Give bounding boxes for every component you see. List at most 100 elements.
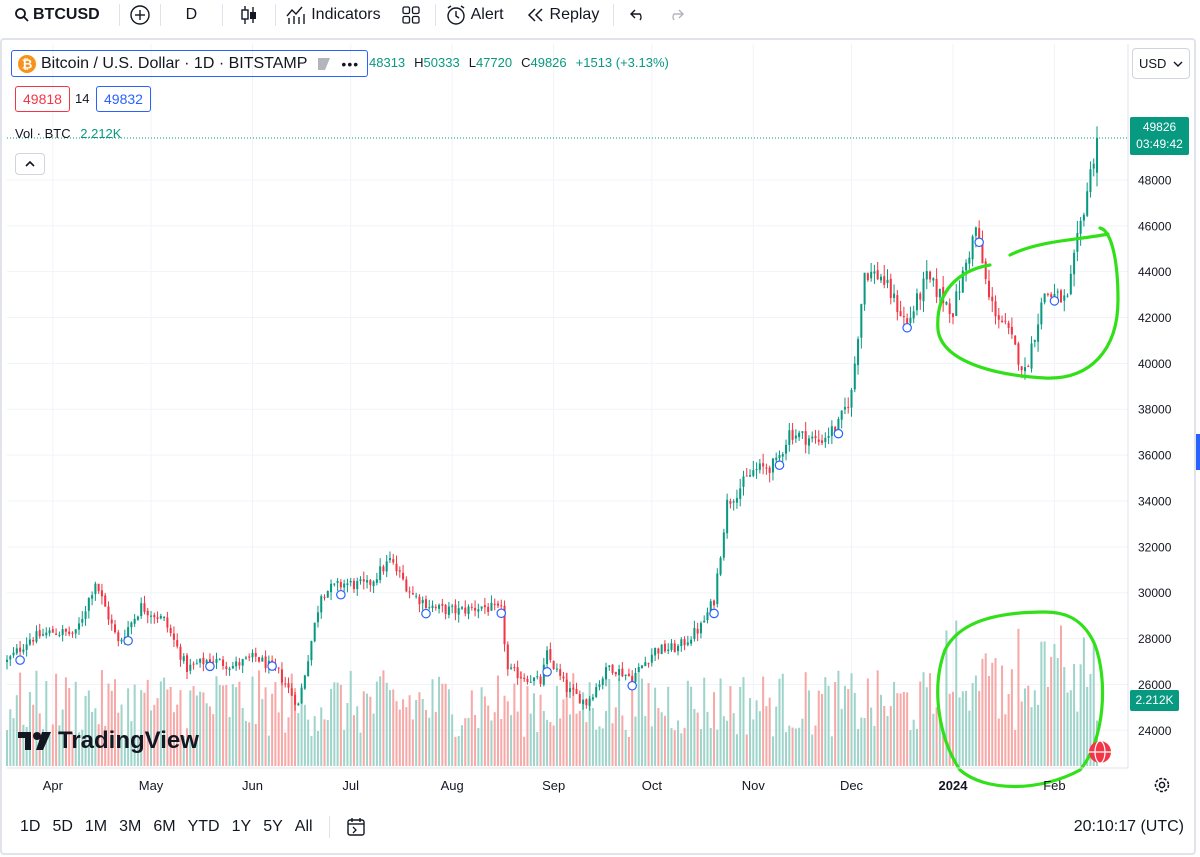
volume-bar (408, 695, 411, 766)
volume-bar (595, 729, 598, 766)
candle-body (372, 581, 375, 587)
volume-bar (307, 719, 310, 766)
alert-button[interactable]: Alert (445, 0, 504, 30)
bid-price-chip[interactable]: 49818 (15, 86, 70, 112)
candle-body (392, 559, 395, 563)
bitcoin-logo-icon: ₿ (18, 54, 36, 73)
range-button-6m[interactable]: 6M (153, 818, 176, 835)
volume-bar (755, 700, 758, 766)
candle-body (35, 631, 38, 642)
volume-bar (218, 684, 221, 766)
volume-bar (860, 717, 863, 766)
scroll-handle[interactable] (1196, 434, 1200, 470)
price-axis-label: 30000 (1138, 586, 1172, 600)
candle-body (457, 608, 460, 615)
candle-body (516, 667, 519, 679)
candle-body (74, 629, 77, 634)
redo-button[interactable] (667, 0, 685, 30)
candle-body (562, 676, 565, 679)
candle-body (496, 603, 500, 606)
volume-bar (781, 673, 784, 766)
symbol-legend[interactable]: ₿ Bitcoin / U.S. Dollar · 1D · BITSTAMP … (11, 50, 368, 77)
indicators-button[interactable]: Indicators (285, 0, 381, 30)
layout-button[interactable] (401, 0, 421, 30)
candle-body (739, 488, 742, 499)
event-marker (267, 661, 277, 671)
candle-body (696, 628, 699, 634)
volume-bar (1043, 641, 1046, 766)
interval-label: D (185, 6, 198, 23)
candle-body (814, 435, 817, 439)
volume-bar (627, 736, 630, 766)
range-button-1d[interactable]: 1D (20, 818, 41, 835)
candle-body (555, 668, 558, 670)
candle-body (536, 676, 539, 678)
event-marker (833, 428, 844, 439)
volume-bar (330, 688, 333, 766)
toolbar-divider (159, 4, 161, 26)
range-button-1m[interactable]: 1M (84, 818, 108, 835)
range-button-5d[interactable]: 5D (52, 818, 73, 835)
volume-bar (601, 728, 604, 766)
add-symbol-icon (129, 5, 150, 25)
volume-bar (163, 677, 166, 766)
candle-body (752, 470, 755, 476)
range-button-ytd[interactable]: YTD (187, 818, 220, 835)
event-marker (205, 661, 215, 672)
volume-bar (375, 681, 378, 766)
chart-type-button[interactable] (240, 0, 258, 30)
axis-settings-button[interactable] (1152, 775, 1172, 795)
currency-button[interactable]: USD (1132, 48, 1190, 79)
volume-bar (176, 704, 179, 766)
volume-bar (372, 713, 375, 766)
volume-bar (673, 730, 676, 766)
candle-body (9, 656, 12, 660)
volume-bar (114, 679, 117, 766)
volume-bar (48, 731, 51, 766)
replay-button[interactable]: Replay (526, 0, 600, 30)
candle-body (352, 580, 355, 589)
symbol-search[interactable]: BTCUSD (14, 0, 100, 30)
volume-bar (1017, 628, 1020, 766)
utc-clock[interactable]: 20:10:17 (UTC) (1073, 818, 1184, 835)
volume-bar (866, 678, 869, 766)
volume-bar (182, 736, 185, 766)
candle-body (503, 605, 506, 645)
candle-body (699, 623, 702, 634)
candle-body (1007, 322, 1010, 328)
volume-bar (847, 689, 850, 766)
candle-body (1046, 294, 1049, 296)
more-icon[interactable]: ••• (341, 55, 360, 72)
event-marker (421, 608, 431, 619)
volume-bar (863, 717, 866, 766)
range-button-1y[interactable]: 1Y (231, 818, 252, 835)
candle-body (146, 610, 149, 616)
candle-body (821, 440, 824, 444)
candle-body (77, 623, 81, 630)
range-button-5y[interactable]: 5Y (263, 818, 283, 835)
volume-bar (1073, 663, 1076, 766)
undo-button[interactable] (629, 0, 647, 30)
goto-date-button[interactable] (345, 816, 367, 838)
volume-bar (634, 716, 637, 766)
candle-body (336, 580, 339, 583)
candle-body (585, 699, 588, 706)
compare-button[interactable] (129, 0, 151, 30)
candle-body (94, 583, 97, 595)
volume-bar (294, 688, 297, 766)
candle-body (294, 694, 297, 705)
volume-bar (150, 710, 153, 766)
candle-body (81, 619, 84, 623)
interval-button[interactable]: D (186, 0, 198, 30)
range-button-3m[interactable]: 3M (119, 818, 142, 835)
ask-price-chip[interactable]: 49832 (96, 86, 151, 112)
event-marker (774, 460, 785, 471)
range-button-all[interactable]: All (294, 818, 313, 835)
replay-label: Replay (549, 6, 600, 23)
time-axis-label: Oct (642, 778, 663, 793)
volume-bar (961, 691, 964, 766)
volume-bar (945, 630, 948, 766)
volume-bar (1007, 693, 1010, 766)
collapse-legend-button[interactable] (15, 153, 45, 175)
